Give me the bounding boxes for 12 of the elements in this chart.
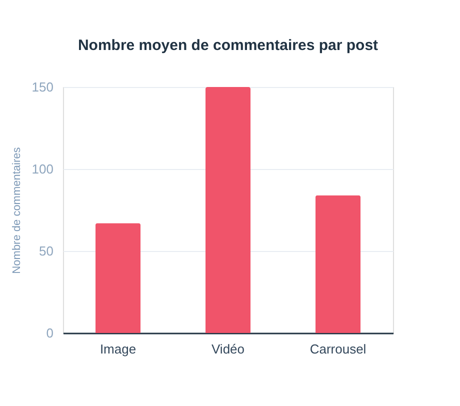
chart-title: Nombre moyen de commentaires par post [78,37,378,54]
bar [315,195,361,333]
y-axis-title: Nombre de commentaires [10,146,23,274]
bar [205,87,251,333]
x-tick-label: Image [100,342,136,356]
y-tick-label: 50 [39,244,54,258]
x-tick-label: Vidéo [211,342,245,356]
y-tick-label: 0 [46,326,54,340]
x-tick-label: Carrousel [310,342,366,356]
y-tick-label: 150 [32,80,54,94]
y-tick-label: 100 [32,162,54,176]
bar [95,223,141,333]
